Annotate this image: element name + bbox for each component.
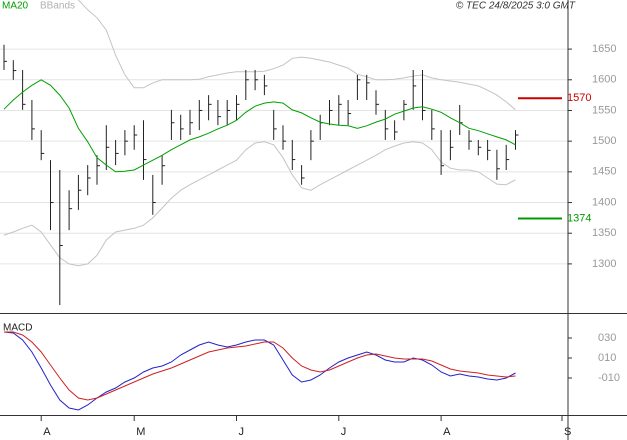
legend-ma20: MA20 — [2, 1, 29, 12]
x-tick-label: A — [43, 426, 51, 438]
y-tick-label: 010 — [598, 352, 616, 364]
macd-panel — [3, 331, 516, 411]
y-tick-label: -010 — [598, 372, 620, 384]
x-tick-label: M — [136, 426, 145, 438]
y-tick-label: 1450 — [592, 166, 616, 178]
ma20-line — [3, 79, 516, 173]
y-tick-label: 1400 — [592, 196, 616, 208]
y-tick-label: 1500 — [592, 135, 616, 147]
bband-upper — [77, 0, 516, 111]
y-tick-label: 1300 — [592, 258, 616, 270]
level-label: 1570 — [567, 92, 591, 104]
y-tick-label: 1600 — [592, 74, 616, 86]
source: © TEC 24/8/2025 3:0 GMT — [456, 1, 576, 12]
price-panel — [3, 0, 519, 306]
y-tick-label: 1350 — [592, 227, 616, 239]
macd-line — [3, 331, 516, 411]
x-tick-label: J — [341, 426, 347, 438]
bband-lower — [3, 141, 516, 267]
macd-line — [4, 331, 516, 401]
legend-bbands: BBands — [40, 1, 75, 12]
y-tick-label: 1550 — [592, 104, 616, 116]
x-tick-label: A — [443, 426, 451, 438]
y-tick-label: 030 — [598, 332, 616, 344]
y-tick-label: 1650 — [592, 43, 616, 55]
level-label: 1374 — [567, 212, 591, 224]
x-tick-label: J — [239, 426, 245, 438]
macd-title: MACD — [3, 323, 32, 334]
overlay: 1570 1374 — [518, 92, 591, 224]
x-tick-label: S — [564, 426, 571, 438]
